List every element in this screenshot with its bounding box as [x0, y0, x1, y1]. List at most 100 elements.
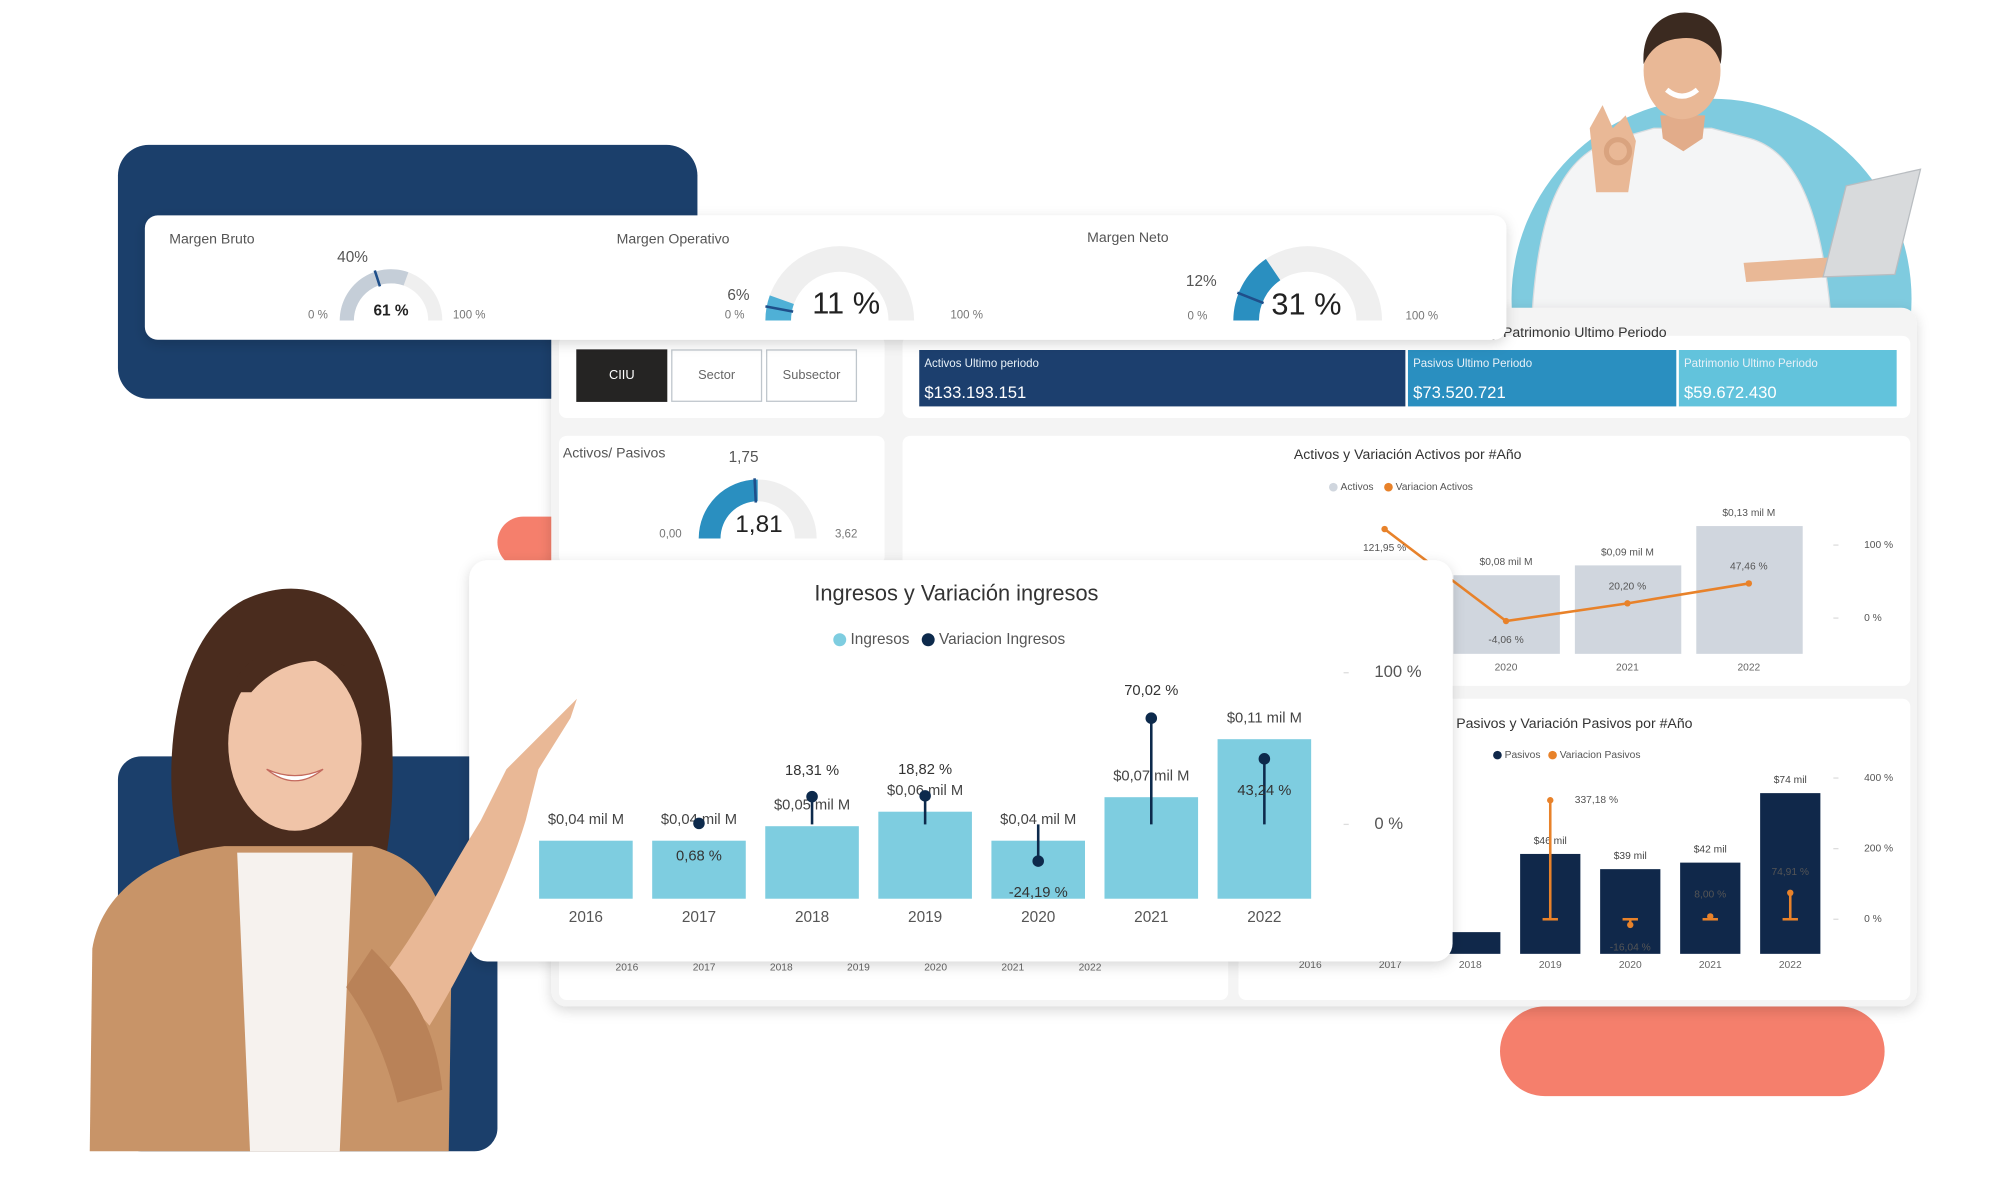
- x-tick-label: 2022: [1079, 963, 1102, 974]
- x-tick-label: 2020: [924, 963, 947, 974]
- legend-swatch: [833, 633, 847, 647]
- y2-tick-label: 100 %: [1374, 662, 1421, 681]
- legend-swatch: [921, 633, 935, 647]
- kpi-value: $59.672.430: [1684, 383, 1777, 402]
- y2-tick-label: 0 %: [1864, 914, 1882, 925]
- kpi-bar: [1678, 350, 1897, 407]
- x-tick-label: 2020: [1619, 960, 1642, 971]
- chart-title: Pasivos y Variación Pasivos por #Año: [1456, 715, 1692, 731]
- x-tick-label: 2016: [569, 909, 603, 926]
- kpi-label: Pasivos Ultimo Periodo: [1413, 358, 1532, 370]
- variation-point: [1707, 913, 1714, 920]
- bar: [539, 840, 633, 899]
- gauge-value-label: 31 %: [1271, 287, 1341, 322]
- variation-point: [1787, 889, 1794, 897]
- variation-label: 121,95 %: [1363, 543, 1406, 554]
- y2-tick-label: 400 %: [1864, 773, 1893, 784]
- bar: [652, 840, 746, 899]
- legend-swatch: [1493, 750, 1502, 760]
- kpi-bar: [919, 350, 1406, 407]
- gauge-title: Activos/ Pasivos: [563, 445, 666, 461]
- x-tick-label: 2022: [1247, 909, 1281, 926]
- variation-point: [1547, 797, 1554, 804]
- legend-label: Activos: [1341, 482, 1374, 493]
- variation-point: [1624, 600, 1631, 607]
- filter-button[interactable]: [576, 349, 668, 402]
- legend-label: Pasivos: [1505, 750, 1541, 761]
- legend-label: Variacion Activos: [1396, 482, 1473, 493]
- bar: [1440, 932, 1501, 954]
- gauge-value: [698, 479, 758, 539]
- x-tick-label: 2021: [1699, 960, 1722, 971]
- x-tick-label: 2021: [1134, 909, 1168, 926]
- x-tick-label: 2016: [1299, 960, 1322, 971]
- kpi-label: Activos Ultimo periodo: [924, 358, 1039, 370]
- filter-button[interactable]: [766, 349, 858, 402]
- x-tick-label: 2017: [693, 963, 716, 974]
- bar: [765, 826, 859, 899]
- variation-point: [1258, 753, 1271, 765]
- gauge-target-label: 40%: [337, 249, 368, 266]
- bar-label: $39 mil: [1614, 851, 1647, 862]
- gauge-title: Margen Operativo: [617, 230, 730, 246]
- bar-label: $0,11 mil M: [1227, 711, 1302, 727]
- bar: [1680, 862, 1741, 954]
- bar-label: $74 mil: [1774, 775, 1807, 786]
- kpi-value: $73.520.721: [1413, 383, 1506, 402]
- filter-label[interactable]: Sector: [698, 367, 736, 382]
- variation-label: -16,04 %: [1610, 943, 1651, 954]
- variation-point: [1745, 580, 1753, 587]
- gauge-min-label: 0,00: [659, 529, 681, 541]
- variation-label: 74,91 %: [1771, 867, 1809, 878]
- gauge-max-label: 100 %: [1405, 311, 1438, 323]
- x-tick-label: 2018: [770, 963, 793, 974]
- x-tick-label: 2022: [1779, 960, 1802, 971]
- bar: [1600, 869, 1661, 954]
- filter-label[interactable]: CIIU: [609, 367, 635, 382]
- bar-label: $42 mil: [1694, 845, 1727, 856]
- gauge-track: [765, 246, 915, 321]
- variation-point: [1627, 921, 1634, 929]
- x-tick-label: 2020: [1495, 663, 1518, 674]
- variation-label: 8,00 %: [1694, 889, 1726, 900]
- bar: [1760, 793, 1821, 954]
- x-tick-label: 2019: [908, 909, 942, 926]
- x-tick-label: 2019: [1539, 960, 1562, 971]
- legend-label: Variacion Pasivos: [1560, 750, 1641, 761]
- variation-label: 337,18 %: [1575, 795, 1618, 806]
- man-photo: [1531, 12, 1922, 315]
- gauge-min-label: 0 %: [1188, 311, 1208, 323]
- variation-label: -24,19 %: [1009, 885, 1068, 901]
- y2-tick-label: 200 %: [1864, 843, 1893, 854]
- gauge-target-label: 1,75: [729, 449, 759, 466]
- legend-swatch: [1329, 482, 1338, 492]
- y2-tick-label: 100 %: [1864, 540, 1893, 551]
- gauge-max-label: 100 %: [453, 309, 486, 321]
- kpi-value: $133.193.151: [924, 383, 1026, 402]
- x-tick-label: 2021: [1616, 663, 1639, 674]
- kpi-label: Patrimonio Ultimo Periodo: [1684, 358, 1818, 370]
- bar-label: $0,04 mil M: [548, 812, 624, 828]
- bar-label: $0,09 mil M: [1601, 547, 1654, 558]
- gauge-target-label: 12%: [1186, 273, 1217, 290]
- salmon-pill: [1500, 1006, 1885, 1097]
- variation-label: 47,46 %: [1730, 561, 1768, 572]
- y2-tick-label: 0 %: [1374, 814, 1403, 833]
- legend-label: Variacion Ingresos: [939, 631, 1066, 648]
- legend-swatch: [1548, 750, 1557, 760]
- x-tick-label: 2021: [1001, 963, 1024, 974]
- legend-label: Ingresos: [851, 631, 910, 648]
- filter-label[interactable]: Subsector: [783, 367, 841, 382]
- x-tick-label: 2018: [795, 909, 829, 926]
- gauge-target: [753, 478, 758, 503]
- x-tick-label: 2018: [1459, 960, 1482, 971]
- filter-button[interactable]: [671, 349, 763, 402]
- kpi-bar: [1407, 350, 1677, 407]
- legend-swatch: [1384, 482, 1393, 492]
- variation-point: [693, 817, 705, 830]
- bar-label: $0,08 mil M: [1480, 557, 1533, 568]
- gauge-max-label: 100 %: [950, 309, 983, 321]
- woman-photo: [89, 588, 577, 1152]
